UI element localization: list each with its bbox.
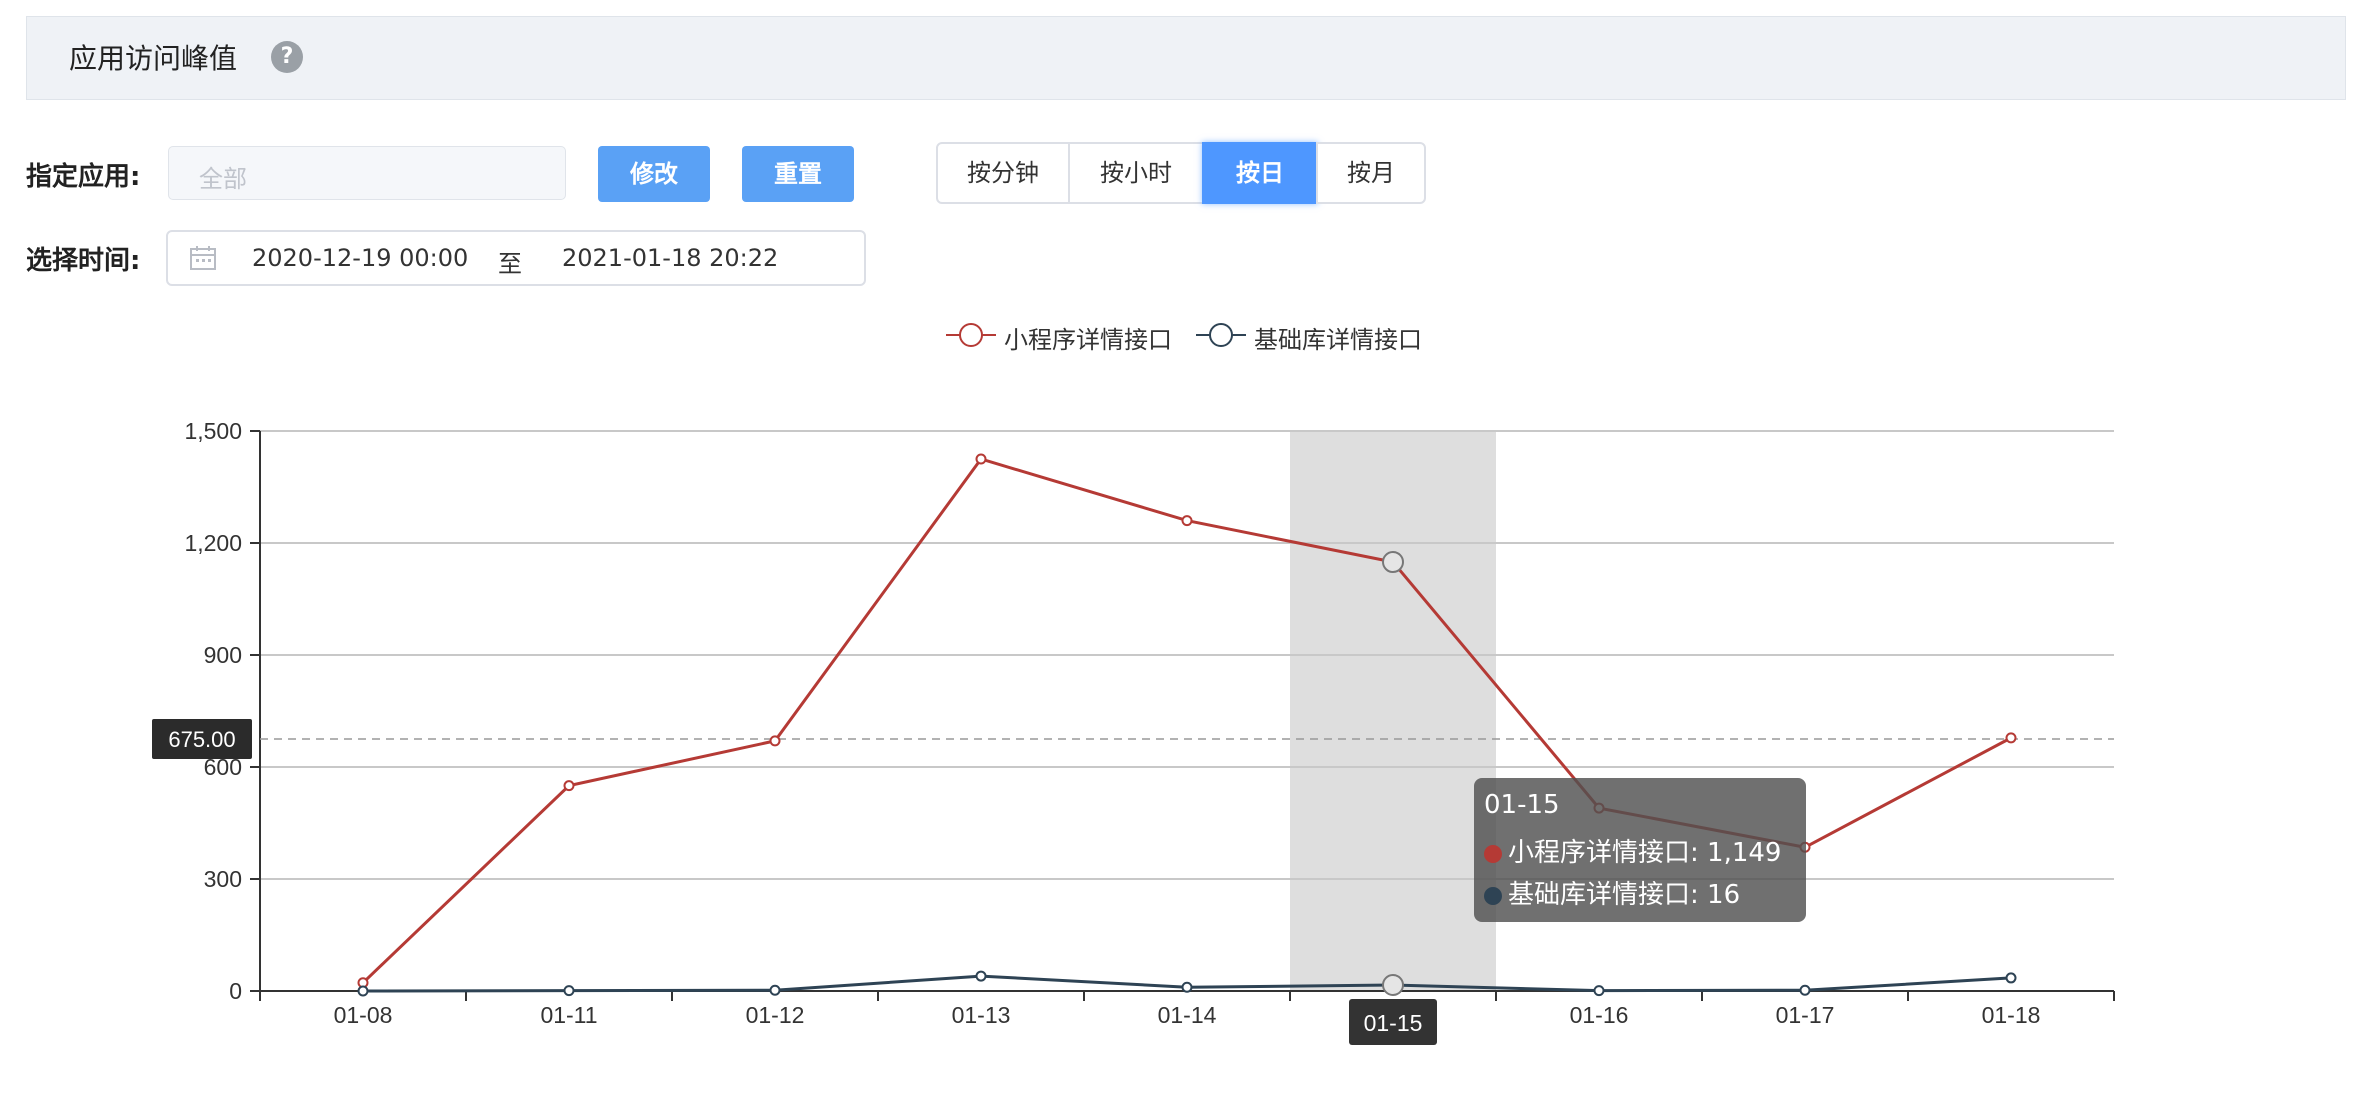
panel-header: 应用访问峰值 ? (26, 16, 2346, 100)
y-tick-label: 1,500 (184, 418, 242, 444)
calendar-icon (190, 246, 216, 270)
tooltip-series-1-text: 小程序详情接口: 1,149 (1508, 838, 1782, 868)
start-date[interactable]: 2020-12-19 00:00 (252, 244, 469, 272)
legend-series-2[interactable]: 基础库详情接口 (1196, 318, 1436, 354)
series-2-point (769, 984, 781, 996)
series-1-point (1382, 551, 1404, 574)
markline-label: 675.00 (168, 727, 235, 752)
granularity-day[interactable]: 按日 (1202, 142, 1318, 204)
y-tick-label: 300 (204, 866, 242, 892)
series-2-point (357, 985, 369, 997)
question-icon[interactable]: ? (271, 41, 303, 73)
series-2-point (2005, 972, 2017, 984)
series-1-point (2005, 732, 2017, 744)
hover-band (1290, 431, 1496, 991)
tooltip-series-1-dot (1484, 845, 1502, 863)
legend-series-1-marker (946, 323, 996, 347)
time-filter-label: 选择时间: (26, 246, 141, 276)
x-tick-label: 01-16 (1570, 1002, 1629, 1028)
legend-series-1-label: 小程序详情接口 (1004, 326, 1172, 354)
date-range-picker[interactable]: 2020-12-19 00:00 至 2021-01-18 20:22 (166, 230, 866, 286)
series-2-point (563, 985, 575, 997)
x-tick-highlight (1349, 999, 1437, 1045)
tooltip-series-2-text: 基础库详情接口: 16 (1508, 880, 1741, 910)
x-tick-label: 01-13 (952, 1002, 1011, 1028)
series-2-point (1181, 981, 1193, 993)
markline-label-bg (152, 719, 252, 759)
y-tick-label: 1,200 (184, 530, 242, 556)
series-1-point (563, 780, 575, 792)
granularity-minute[interactable]: 按分钟 (936, 142, 1070, 204)
app-filter-label: 指定应用: (26, 162, 141, 192)
series-2-point (975, 970, 987, 982)
series-2-point (1382, 974, 1404, 997)
x-tick-label: 01-18 (1982, 1002, 2041, 1028)
tooltip-category: 01-15 (1484, 790, 1560, 820)
modify-button[interactable]: 修改 (598, 146, 710, 202)
granularity-hour[interactable]: 按小时 (1068, 142, 1204, 204)
series-2-point (1799, 984, 1811, 996)
page-title: 应用访问峰值 (69, 42, 238, 75)
app-select[interactable]: 全部 (168, 146, 566, 200)
y-tick-label: 0 (229, 978, 242, 1004)
series-2-point (1593, 985, 1605, 997)
tooltip-row-series-1: 小程序详情接口: 1,149 (1484, 832, 1781, 869)
end-date[interactable]: 2021-01-18 20:22 (562, 244, 779, 272)
chart-tooltip: 01-15 小程序详情接口: 1,149 基础库详情接口: 16 (1474, 778, 1806, 922)
x-tick-label: 01-08 (334, 1002, 393, 1028)
legend-series-1[interactable]: 小程序详情接口 (946, 318, 1186, 354)
legend-series-2-label: 基础库详情接口 (1254, 326, 1422, 354)
x-tick-label: 01-17 (1776, 1002, 1835, 1028)
granularity-month[interactable]: 按月 (1316, 142, 1426, 204)
app-select-placeholder: 全部 (199, 165, 247, 193)
y-tick-label: 900 (204, 642, 242, 668)
tooltip-row-series-2: 基础库详情接口: 16 (1484, 874, 1740, 911)
series-1-point (975, 453, 987, 465)
legend-series-2-marker (1196, 323, 1246, 347)
x-tick-label: 01-14 (1158, 1002, 1217, 1028)
date-separator: 至 (498, 250, 522, 278)
x-tick-label: 01-12 (746, 1002, 805, 1028)
tooltip-series-2-dot (1484, 887, 1502, 905)
series-1-point (769, 735, 781, 747)
reset-button[interactable]: 重置 (742, 146, 854, 202)
x-tick-label: 01-11 (540, 1002, 597, 1028)
x-tick-label: 01-15 (1364, 1010, 1423, 1036)
series-1-point (1181, 515, 1193, 527)
